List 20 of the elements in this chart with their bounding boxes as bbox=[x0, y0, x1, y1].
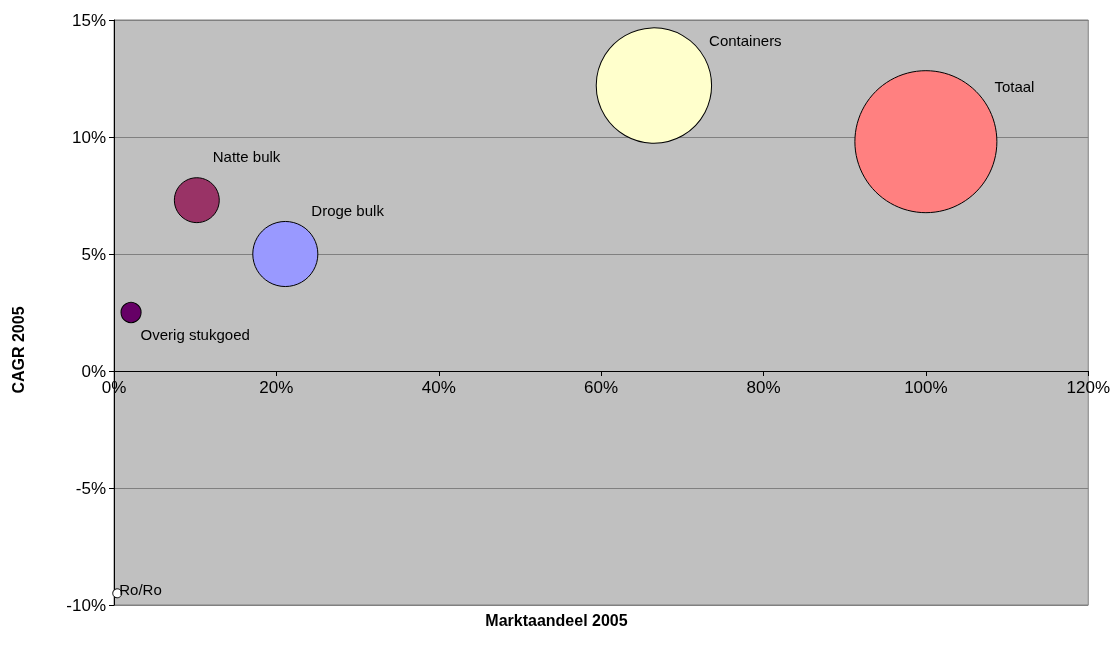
x-axis-title: Marktaandeel 2005 bbox=[485, 611, 628, 629]
series-label: Ro/Ro bbox=[119, 581, 162, 599]
series-label: Overig stukgoed bbox=[140, 326, 250, 343]
series-label: Totaal bbox=[994, 78, 1035, 96]
x-tick-label: 60% bbox=[584, 378, 619, 397]
series-label: Natte bulk bbox=[212, 147, 281, 165]
x-tick-label: 100% bbox=[904, 378, 948, 397]
y-tick-label: -5% bbox=[75, 478, 106, 498]
y-tick-label: 10% bbox=[71, 127, 106, 147]
y-tick-label: 15% bbox=[71, 10, 106, 30]
y-tick-label: 0% bbox=[81, 361, 106, 381]
y-tick-label: 5% bbox=[81, 244, 106, 264]
series-label: Containers bbox=[709, 32, 782, 50]
x-tick-label: 40% bbox=[421, 378, 456, 397]
series-label: Droge bulk bbox=[311, 201, 385, 219]
y-axis-title: CAGR 2005 bbox=[9, 306, 27, 394]
y-tick-label: -10% bbox=[66, 595, 106, 615]
x-tick-label: 120% bbox=[1066, 378, 1110, 397]
x-tick-label: 20% bbox=[259, 378, 294, 397]
x-tick-label: 80% bbox=[746, 378, 781, 397]
